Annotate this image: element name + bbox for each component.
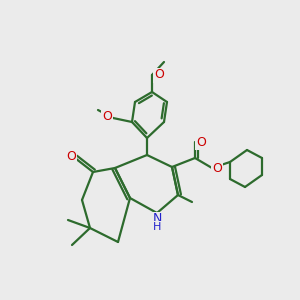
Text: O: O [212,163,222,176]
Text: H: H [153,222,161,232]
Text: O: O [66,151,76,164]
Text: O: O [196,136,206,148]
Text: O: O [154,68,164,82]
Text: N: N [152,212,162,226]
Text: O: O [102,110,112,122]
